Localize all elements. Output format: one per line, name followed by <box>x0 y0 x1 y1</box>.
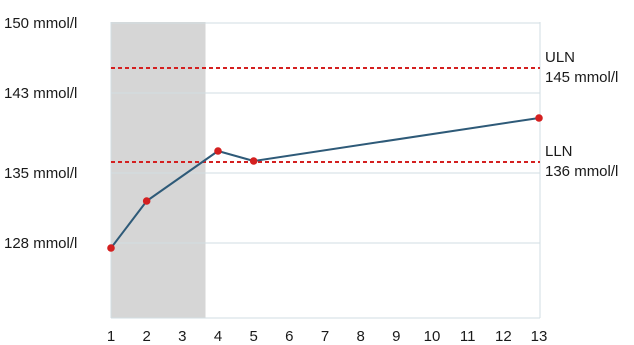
reference-line-layer <box>111 67 540 163</box>
x-tick-label-13: 13 <box>531 328 548 345</box>
x-tick-label-6: 6 <box>285 328 293 345</box>
y-tick-label-150: 150 mmol/l <box>4 15 77 32</box>
x-tick-label-8: 8 <box>356 328 364 345</box>
y-tick-label-135: 135 mmol/l <box>4 165 77 182</box>
label-layer: ULN 145 mmol/l LLN 136 mmol/l 150 mmol/l 143 … <box>4 15 618 345</box>
data-point-4 <box>214 147 222 155</box>
reference-label-lln: LLN <box>545 143 573 160</box>
data-point-2 <box>142 197 151 205</box>
y-tick-label-143: 143 mmol/l <box>4 85 77 102</box>
x-tick-label-2: 2 <box>142 328 150 345</box>
x-tick-label-11: 11 <box>460 328 476 345</box>
data-point-5 <box>249 157 258 165</box>
x-tick-label-12: 12 <box>495 328 512 345</box>
reference-label-uln: ULN <box>545 49 575 66</box>
x-tick-label-7: 7 <box>321 328 329 345</box>
x-tick-label-5: 5 <box>249 328 257 345</box>
reference-value-uln: 145 mmol/l <box>545 69 618 86</box>
data-point-13 <box>535 114 543 122</box>
series-layer <box>107 114 543 252</box>
data-point-1 <box>107 244 115 252</box>
x-tick-label-4: 4 <box>214 328 222 345</box>
reference-value-lln: 136 mmol/l <box>545 163 618 180</box>
grid-layer <box>110 22 541 319</box>
y-tick-label-128: 128 mmol/l <box>4 235 77 252</box>
x-tick-label-10: 10 <box>424 328 441 345</box>
x-tick-label-1: 1 <box>107 328 115 345</box>
x-tick-label-9: 9 <box>392 328 400 345</box>
x-tick-label-3: 3 <box>178 328 186 345</box>
